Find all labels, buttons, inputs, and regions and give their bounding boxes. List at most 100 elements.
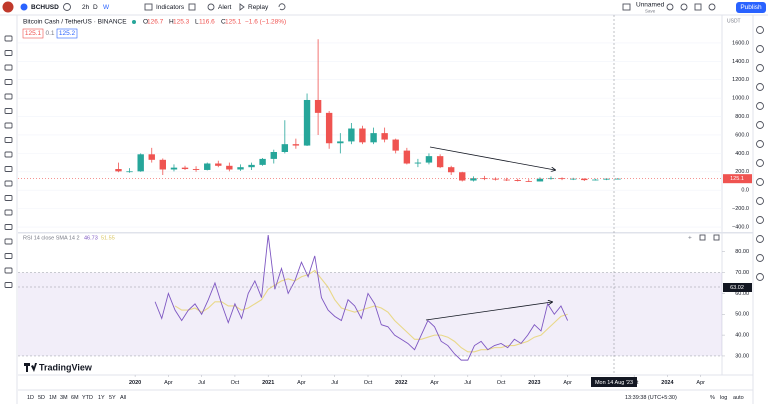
candle-body: [414, 162, 422, 164]
x-tick-label: Oct: [364, 380, 373, 386]
interval[interactable]: D: [93, 4, 98, 11]
tool-button[interactable]: [4, 253, 13, 259]
publish-button[interactable]: [736, 2, 766, 13]
search-button[interactable]: [666, 3, 674, 11]
tool-button[interactable]: [4, 267, 13, 274]
tool-button[interactable]: [4, 137, 13, 143]
x-tick-label: Jul: [331, 380, 338, 386]
auto-toggle[interactable]: auto: [733, 395, 744, 401]
indicators-button[interactable]: Indicators: [156, 4, 185, 11]
sell-box[interactable]: [22, 28, 44, 39]
y-tick-label: 80.00: [735, 249, 749, 255]
undo-button[interactable]: [278, 3, 286, 11]
replay-button[interactable]: Replay: [248, 4, 269, 11]
tool-button[interactable]: [4, 93, 13, 100]
y-tick-label: 1400.0: [732, 59, 749, 65]
x-tick-label: Oct: [497, 380, 506, 386]
tool-button[interactable]: [4, 166, 13, 172]
brand[interactable]: TradingView: [39, 362, 93, 372]
save-status: Save: [645, 9, 656, 14]
candle-body: [570, 178, 577, 180]
side-button[interactable]: [756, 26, 764, 34]
percent-toggle[interactable]: %: [710, 395, 715, 401]
candle-body: [436, 156, 444, 168]
snapshot-button[interactable]: [708, 3, 716, 11]
side-button[interactable]: [756, 102, 764, 110]
ohlc-label: O: [143, 19, 148, 26]
compare-button[interactable]: [63, 3, 71, 11]
fullscreen-button[interactable]: [694, 3, 702, 11]
side-button[interactable]: [756, 273, 764, 281]
tool-button[interactable]: [4, 50, 13, 56]
tool-button[interactable]: [4, 122, 13, 129]
range-button[interactable]: YTD: [82, 395, 93, 401]
ohlc-value: 125.3: [173, 19, 190, 26]
templates-button[interactable]: [188, 3, 196, 11]
tool-button[interactable]: [4, 64, 13, 71]
left-toolbar: [4, 35, 13, 288]
candle-body: [481, 178, 488, 180]
settings-button[interactable]: [680, 3, 688, 11]
side-button[interactable]: [756, 83, 764, 91]
candle-body: [359, 128, 366, 143]
tool-button[interactable]: [4, 35, 13, 42]
side-button[interactable]: [756, 159, 764, 167]
tool-button[interactable]: [4, 209, 13, 216]
tool-button[interactable]: [4, 238, 13, 245]
alert-button[interactable]: Alert: [218, 4, 232, 11]
tool-button[interactable]: [4, 224, 13, 230]
range-button[interactable]: 1Y: [98, 395, 105, 401]
layout-name[interactable]: Unnamed: [636, 2, 665, 9]
candle-body: [492, 178, 499, 180]
y-tick-label: 800.0: [735, 114, 749, 120]
side-button[interactable]: [756, 197, 764, 205]
tool-button[interactable]: [4, 151, 13, 158]
x-tick-label: Apr: [430, 380, 439, 386]
side-button[interactable]: [756, 64, 764, 72]
range-button[interactable]: All: [120, 395, 126, 401]
tool-button[interactable]: [4, 108, 13, 114]
side-button[interactable]: [756, 121, 764, 129]
range-button[interactable]: 6M: [71, 395, 79, 401]
trend-line[interactable]: [425, 302, 552, 321]
layout-icon: [622, 3, 631, 11]
side-button[interactable]: [756, 178, 764, 186]
sma-value: 51.55: [101, 235, 115, 241]
candle-body: [248, 164, 255, 168]
x-tick-label: 2023: [528, 380, 540, 386]
interval[interactable]: W: [103, 4, 110, 11]
candle-body: [170, 167, 178, 170]
side-button[interactable]: [756, 254, 764, 262]
y-tick-label: 1200.0: [732, 77, 749, 83]
pane-collapse[interactable]: [713, 234, 720, 241]
tool-button[interactable]: [4, 180, 13, 187]
tool-button[interactable]: [4, 282, 13, 288]
buy-price: 125.2: [59, 30, 76, 37]
range-button[interactable]: 1M: [49, 395, 57, 401]
side-button[interactable]: [756, 216, 764, 224]
candle-body: [503, 179, 510, 181]
buy-box[interactable]: [56, 28, 78, 39]
y-tick-label: −200.0: [732, 206, 749, 212]
side-button[interactable]: [756, 45, 764, 53]
log-toggle[interactable]: log: [720, 395, 727, 401]
avatar[interactable]: [2, 1, 14, 13]
range-button[interactable]: 5D: [38, 395, 45, 401]
range-button[interactable]: 1D: [27, 395, 34, 401]
pane-up[interactable]: +: [688, 235, 692, 242]
legend-title: Bitcoin Cash / TetherUS · BINANCE: [23, 19, 127, 26]
range-button[interactable]: 3M: [60, 395, 68, 401]
candle-body: [292, 144, 300, 146]
market-status: [132, 20, 136, 24]
rsi-legend-title: RSI 14 close SMA 14 2: [23, 235, 80, 241]
tool-button[interactable]: [4, 79, 13, 85]
symbol[interactable]: BCHUSD: [31, 4, 59, 11]
tool-button[interactable]: [4, 195, 13, 201]
side-button[interactable]: [756, 235, 764, 243]
interval[interactable]: 2h: [82, 4, 90, 11]
range-button[interactable]: 5Y: [109, 395, 116, 401]
side-button[interactable]: [756, 140, 764, 148]
pane-maximize[interactable]: [699, 234, 706, 241]
trend-line[interactable]: [429, 146, 555, 170]
